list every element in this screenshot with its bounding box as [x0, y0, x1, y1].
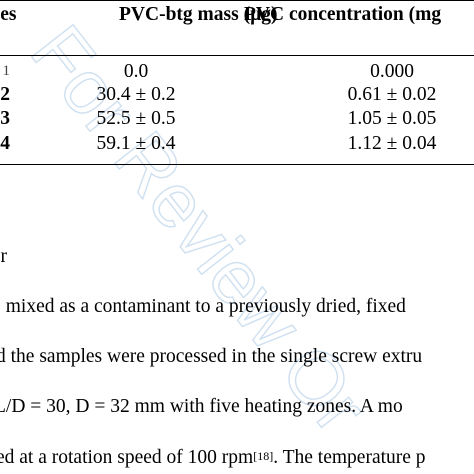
- header-pvc-concentration: PVC concentration (mg: [244, 4, 442, 25]
- table-row-3-sample: 3: [0, 108, 10, 129]
- table-top-rule: [0, 0, 474, 1]
- body-text-line-5: ed at a rotation speed of 100 rpm[18]. T…: [0, 447, 426, 469]
- table-row-1-mass: 0.0: [123, 61, 149, 82]
- table-row-2-mass: 30.4 ± 0.2: [96, 84, 176, 105]
- body-text-line-4: L/D = 30, D = 32 mm with five heating zo…: [0, 396, 403, 417]
- table-bottom-rule: [0, 164, 474, 165]
- body-text-line-5-tail: . The temperature p: [273, 447, 426, 468]
- table-row-2-sample: 2: [0, 84, 10, 105]
- body-text-line-2: . mixed as a contaminant to a previously…: [0, 296, 406, 317]
- body-text-line-3: d the samples were processed in the sing…: [0, 346, 423, 367]
- body-text-line-1: -r: [0, 246, 7, 267]
- table-row-2-concentration: 0.61 ± 0.02: [347, 84, 437, 105]
- table-row-1-sample: 1: [2, 63, 11, 79]
- table-row-3-concentration: 1.05 ± 0.05: [347, 108, 437, 129]
- results-table: ples PVC-btg mass (µg) PVC concentration…: [0, 0, 474, 170]
- table-header-rule: [0, 55, 474, 56]
- citation-reference: [18]: [253, 449, 274, 463]
- table-row-4-concentration: 1.12 ± 0.04: [347, 133, 437, 154]
- table-row-4-sample: 4: [0, 133, 10, 154]
- header-pvc-btg-mass: PVC-btg mass (µg): [119, 4, 278, 25]
- header-sample: ples: [0, 4, 17, 25]
- body-text-line-5-main: ed at a rotation speed of 100 rpm: [0, 447, 254, 468]
- table-row-1-concentration: 0.000: [370, 61, 414, 82]
- table-row-3-mass: 52.5 ± 0.5: [96, 108, 176, 129]
- table-row-4-mass: 59.1 ± 0.4: [96, 133, 176, 154]
